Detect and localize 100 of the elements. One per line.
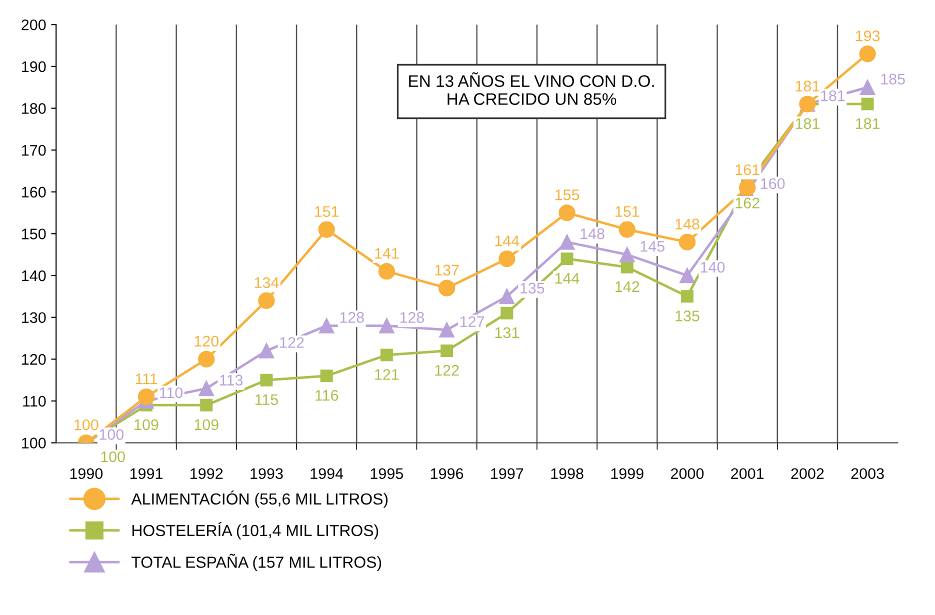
data-label: 193 — [856, 30, 880, 42]
point — [198, 380, 214, 396]
data-label: 145 — [640, 241, 664, 252]
x-tick-label: 1994 — [310, 468, 344, 480]
x-tick-label: 1991 — [130, 468, 163, 480]
y-tick-label: 190 — [22, 61, 46, 72]
data-label: 128 — [340, 312, 364, 323]
point — [560, 252, 574, 266]
point — [380, 348, 393, 362]
point — [618, 221, 636, 238]
data-label: 162 — [736, 198, 760, 208]
point — [860, 80, 876, 95]
data-label: 148 — [580, 228, 604, 240]
data-label: 181 — [856, 118, 880, 129]
point — [258, 292, 275, 309]
x-tick-label: 1997 — [491, 468, 524, 480]
data-label: 109 — [194, 419, 218, 430]
data-label: 122 — [280, 337, 304, 348]
data-label: 121 — [375, 369, 399, 380]
data-label: 109 — [134, 419, 158, 430]
point — [678, 234, 696, 250]
data-label: 120 — [194, 336, 219, 347]
data-label: 181 — [821, 90, 845, 102]
x-tick-label: 2001 — [731, 468, 764, 480]
point — [559, 234, 575, 250]
point — [861, 98, 874, 110]
legend-label: TOTAL ESPAÑA (157 MIL LITROS) — [132, 554, 382, 572]
point — [499, 288, 515, 304]
x-tick-label: 1993 — [250, 468, 283, 480]
data-label: 181 — [796, 118, 820, 129]
point — [379, 318, 394, 334]
y-tick-label: 140 — [22, 270, 46, 282]
y-tick-label: 180 — [22, 103, 46, 114]
point — [439, 322, 454, 338]
y-tick-label: 160 — [22, 186, 46, 198]
y-tick-label: 200 — [22, 19, 46, 30]
x-tick-label: 1999 — [611, 468, 644, 480]
data-label: 127 — [460, 316, 484, 327]
x-tick-label: 2000 — [671, 468, 704, 480]
legend-label: ALIMENTACIÓN (55,6 MIL LITROS) — [131, 490, 388, 508]
data-label: 128 — [400, 312, 424, 323]
point — [260, 374, 273, 386]
data-label: 131 — [495, 327, 519, 338]
y-tick-label: 110 — [23, 396, 46, 407]
data-label: 181 — [796, 80, 820, 92]
data-label: 137 — [435, 264, 459, 276]
point — [619, 246, 635, 262]
annotation: EN 13 AÑOS EL VINO CON D.O. HA CRECIDO UN 85% — [409, 72, 654, 105]
data-label: 110 — [160, 387, 183, 398]
data-label: 122 — [435, 364, 459, 376]
data-label: 160 — [760, 178, 785, 190]
data-label: 141 — [375, 248, 399, 259]
x-tick-label: 1998 — [551, 468, 584, 480]
data-label: 155 — [555, 190, 580, 200]
y-tick-label: 100 — [22, 438, 46, 448]
point — [200, 398, 213, 412]
point — [558, 204, 576, 222]
point — [498, 250, 516, 268]
data-label: 135 — [520, 282, 544, 294]
point — [198, 350, 215, 368]
y-tick-label: 170 — [22, 144, 46, 156]
data-label: 185 — [881, 74, 905, 84]
x-tick-label: 2002 — [791, 468, 824, 480]
point — [680, 290, 694, 303]
data-label: 151 — [616, 206, 640, 217]
data-label: 144 — [555, 273, 580, 284]
point — [438, 280, 456, 296]
data-label: 100 — [101, 451, 125, 462]
data-label: 161 — [736, 164, 760, 176]
data-label: 100 — [74, 419, 98, 430]
point — [739, 179, 756, 196]
data-label: 148 — [676, 218, 700, 230]
point — [680, 268, 695, 284]
data-label: 113 — [220, 374, 243, 386]
point — [318, 221, 335, 238]
data-label: 115 — [255, 394, 278, 406]
y-tick-label: 120 — [22, 354, 46, 365]
x-tick-label: 1995 — [370, 468, 404, 480]
data-label: 140 — [700, 262, 725, 273]
data-label: 111 — [136, 374, 158, 384]
x-tick-label: 2003 — [851, 468, 884, 480]
point — [138, 388, 155, 406]
point — [258, 343, 274, 358]
point — [440, 344, 454, 358]
data-label: 151 — [315, 206, 339, 217]
y-tick-label: 130 — [22, 312, 46, 324]
legend-label: HOSTELERÍA (101,4 MIL LITROS) — [132, 522, 378, 540]
point — [320, 370, 333, 382]
x-tick-label: 1990 — [70, 468, 103, 480]
data-label: 144 — [495, 236, 520, 246]
point — [500, 306, 514, 320]
x-tick-label: 1992 — [190, 468, 223, 480]
x-tick-label: 1996 — [430, 468, 464, 480]
data-label: 135 — [676, 310, 700, 322]
data-label: 116 — [316, 390, 338, 401]
point — [620, 260, 634, 274]
point — [859, 46, 876, 62]
data-label: 100 — [100, 429, 124, 440]
data-label: 142 — [616, 281, 640, 292]
data-label: 134 — [254, 277, 279, 288]
